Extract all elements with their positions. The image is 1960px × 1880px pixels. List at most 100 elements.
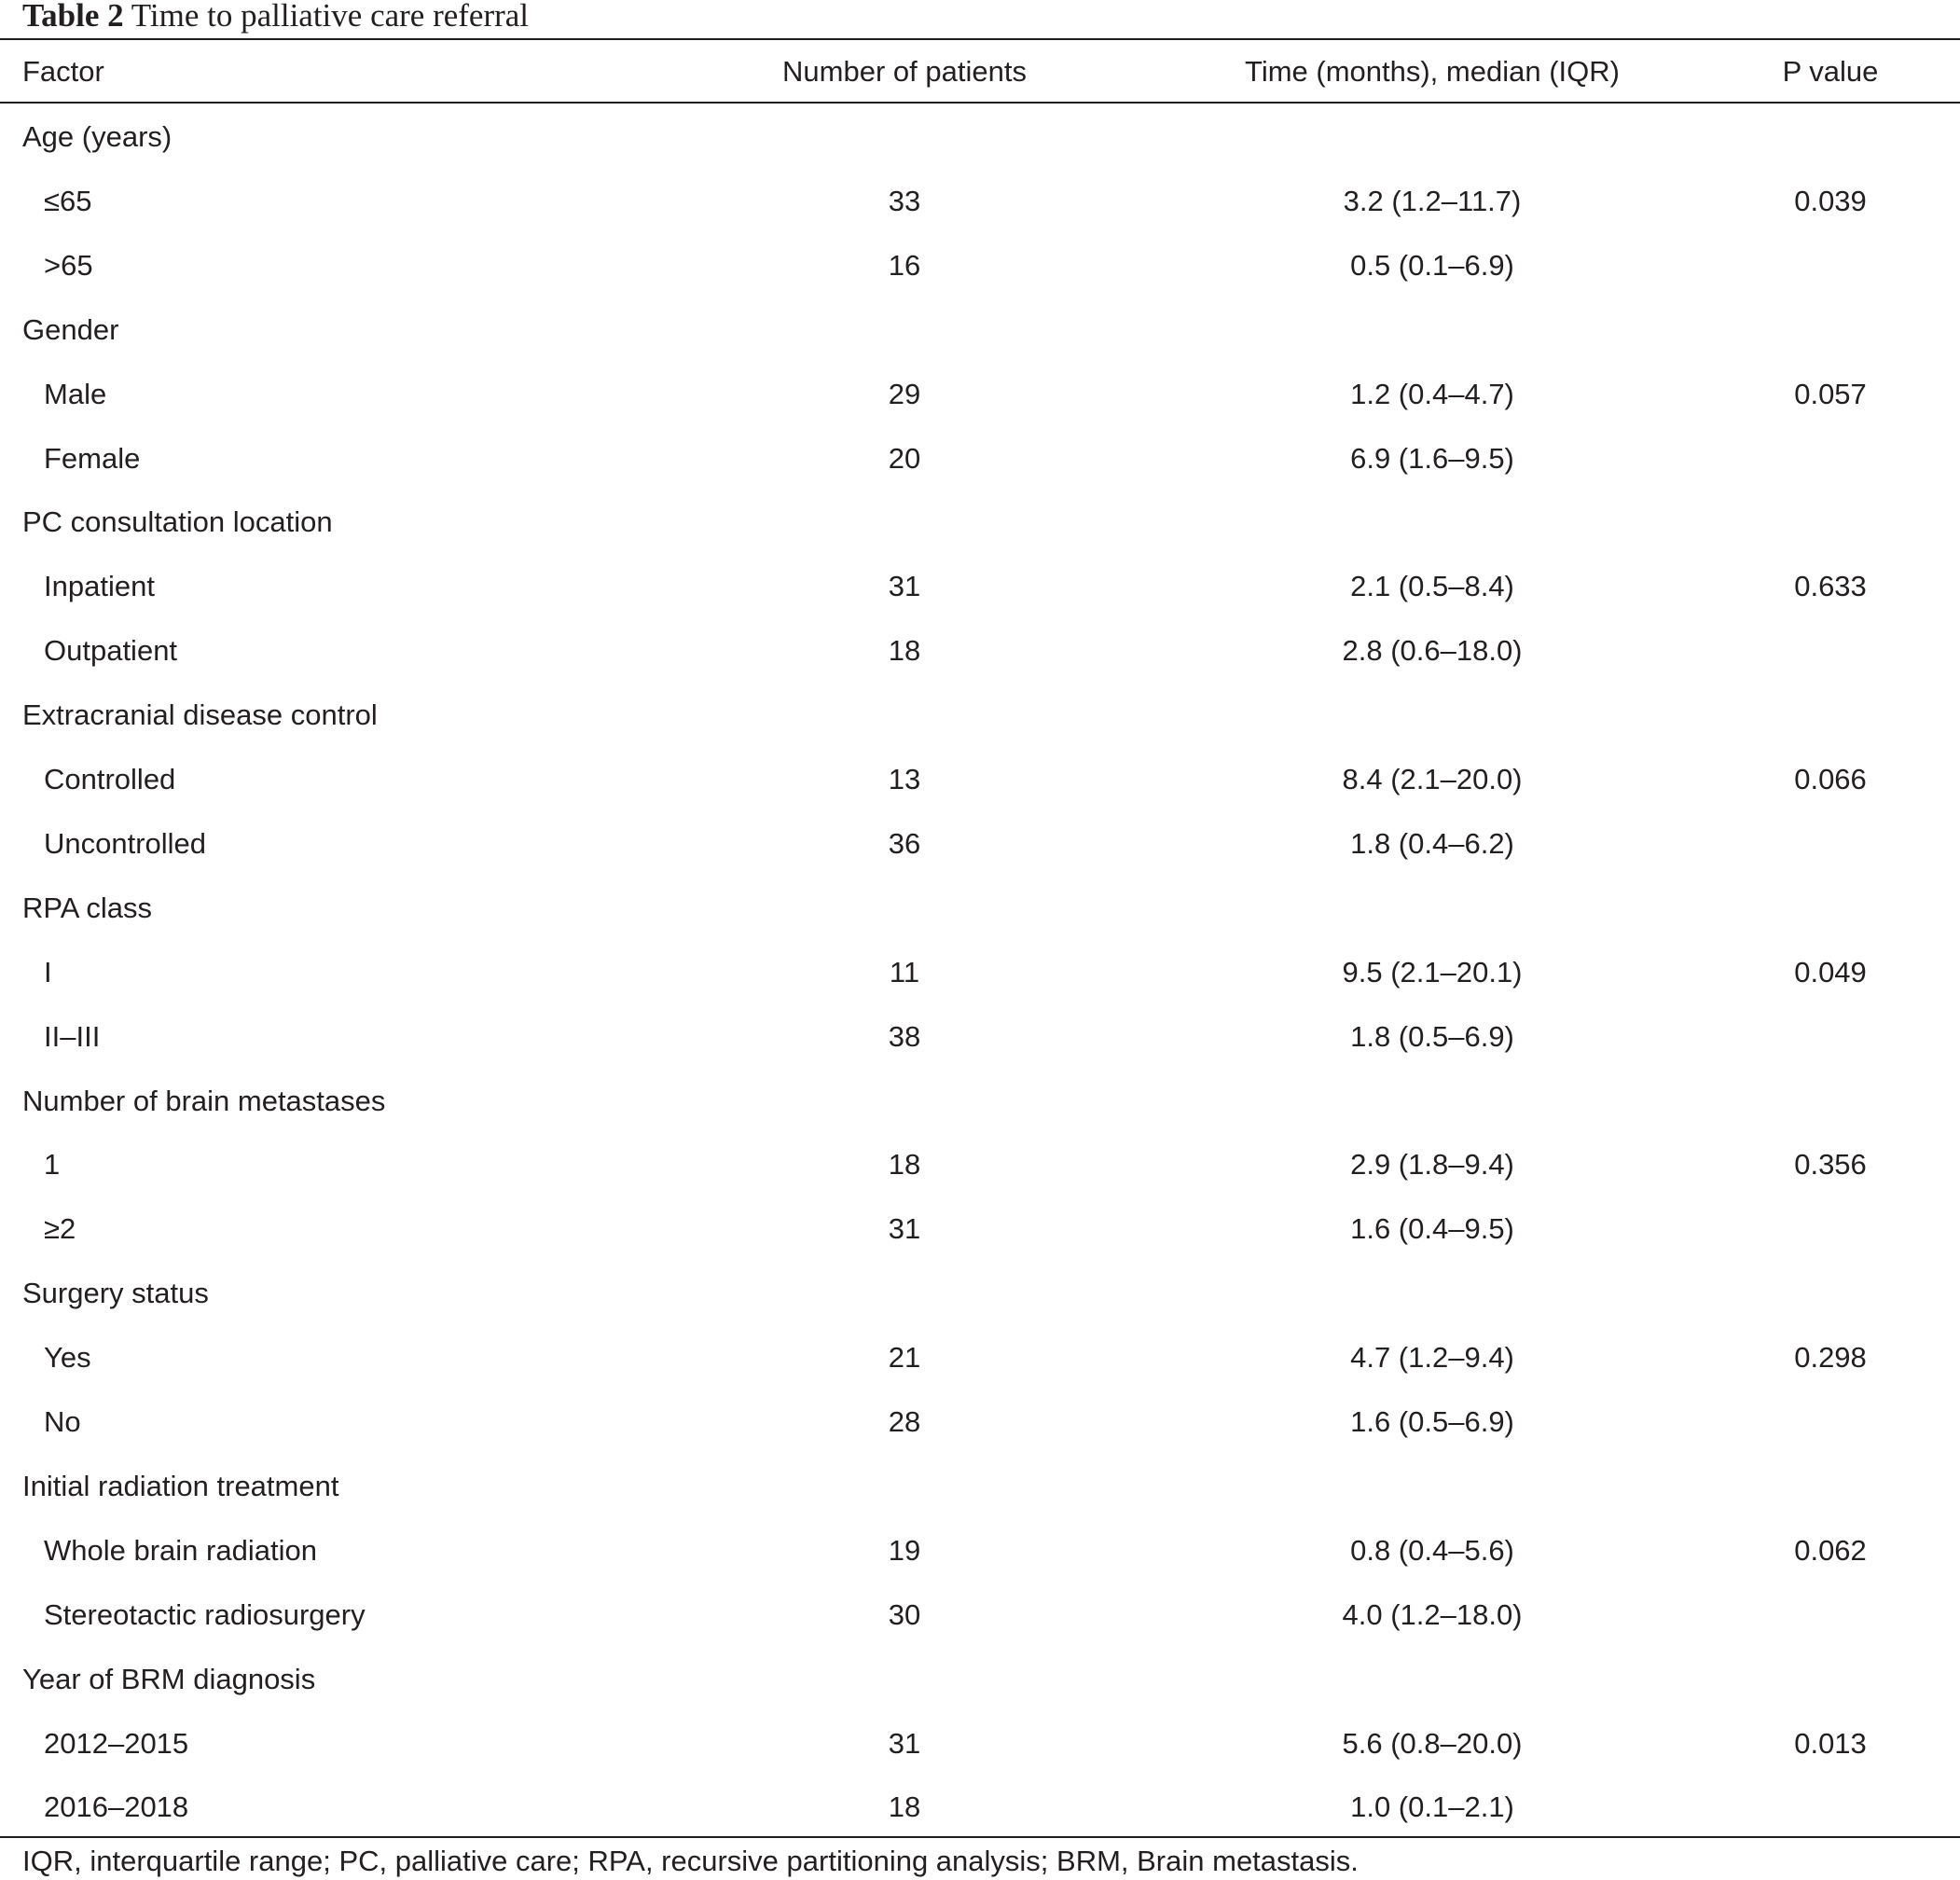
cell-number-of-patients: 28: [888, 1405, 921, 1438]
cell-factor: ≤65: [44, 184, 92, 217]
cell-number-of-patients: 31: [888, 570, 921, 603]
cell-p-value: 0.013: [1794, 1726, 1867, 1760]
table-row: 2012–2015 31 5.6 (0.8–20.0) 0.013: [0, 1711, 1960, 1776]
cell-factor: Gender: [22, 312, 119, 346]
cell-p-value: 0.049: [1794, 955, 1867, 988]
cell-factor: PC consultation location: [22, 505, 333, 539]
cell-number-of-patients: 20: [888, 441, 921, 475]
cell-number-of-patients: 38: [888, 1019, 921, 1053]
cell-factor: 2012–2015: [44, 1726, 189, 1760]
table-caption: Table 2 Time to palliative care referral: [22, 0, 529, 37]
cell-factor: No: [44, 1405, 81, 1438]
table-row: 1 18 2.9 (1.8–9.4) 0.356: [0, 1132, 1960, 1196]
cell-time: 2.8 (0.6–18.0): [1342, 634, 1523, 668]
cell-factor: ≥2: [44, 1212, 76, 1246]
cell-factor: Whole brain radiation: [44, 1533, 317, 1567]
cell-number-of-patients: 18: [888, 634, 921, 668]
cell-time: 8.4 (2.1–20.0): [1342, 763, 1523, 795]
cell-time: 4.0 (1.2–18.0): [1342, 1597, 1523, 1631]
cell-factor: Number of brain metastases: [22, 1084, 386, 1117]
cell-time: 1.8 (0.5–6.9): [1350, 1019, 1514, 1053]
cell-factor: II–III: [44, 1019, 101, 1053]
cell-factor: Age (years): [22, 120, 173, 153]
cell-number-of-patients: 33: [888, 184, 921, 217]
cell-number-of-patients: 30: [888, 1597, 921, 1631]
cell-factor: Initial radiation treatment: [22, 1469, 339, 1502]
cell-time: 1.0 (0.1–2.1): [1350, 1790, 1514, 1824]
table-row: 2016–2018 18 1.0 (0.1–2.1): [0, 1775, 1960, 1839]
cell-time: 1.8 (0.4–6.2): [1350, 826, 1514, 860]
cell-number-of-patients: 31: [888, 1726, 921, 1760]
cell-time: 0.5 (0.1–6.9): [1350, 248, 1514, 282]
table-row: Inpatient 31 2.1 (0.5–8.4) 0.633: [0, 554, 1960, 618]
table-header: Factor Number of patients Time (months),…: [0, 48, 1960, 95]
table-group-row: Initial radiation treatment: [0, 1454, 1960, 1518]
cell-factor: Inpatient: [44, 570, 155, 603]
table-group-row: Extracranial disease control: [0, 683, 1960, 747]
cell-p-value: 0.633: [1794, 570, 1867, 603]
table-title: Time to palliative care referral: [131, 0, 530, 34]
cell-number-of-patients: 16: [888, 248, 921, 282]
table-row: Female 20 6.9 (1.6–9.5): [0, 426, 1960, 491]
cell-number-of-patients: 11: [889, 955, 920, 988]
cell-number-of-patients: 36: [888, 826, 921, 860]
table-group-row: RPA class: [0, 876, 1960, 940]
top-rule: [0, 38, 1960, 40]
header-number-of-patients: Number of patients: [782, 55, 1027, 88]
cell-time: 0.8 (0.4–5.6): [1350, 1533, 1514, 1567]
header-p-value: P value: [1782, 55, 1879, 88]
table-group-row: Age (years): [0, 104, 1960, 169]
table-group-row: PC consultation location: [0, 490, 1960, 554]
cell-p-value: 0.062: [1794, 1533, 1867, 1567]
cell-p-value: 0.298: [1794, 1341, 1867, 1375]
cell-factor: I: [44, 955, 52, 988]
table-row: Whole brain radiation 19 0.8 (0.4–5.6) 0.06…: [0, 1518, 1960, 1583]
cell-factor: Extracranial disease control: [22, 698, 378, 732]
header-factor: Factor: [22, 55, 104, 88]
table-number: Table 2: [22, 0, 124, 34]
table-row: ≤65 33 3.2 (1.2–11.7) 0.039: [0, 169, 1960, 233]
cell-factor: Outpatient: [44, 634, 178, 668]
cell-time: 4.7 (1.2–9.4): [1350, 1341, 1514, 1375]
cell-time: 5.6 (0.8–20.0): [1342, 1726, 1523, 1760]
table-row: Yes 21 4.7 (1.2–9.4) 0.298: [0, 1325, 1960, 1389]
cell-factor: Male: [44, 377, 107, 410]
cell-number-of-patients: 18: [888, 1790, 921, 1824]
table-row: Controlled 13 8.4 (2.1–20.0) 0.066: [0, 747, 1960, 811]
table-row: Stereotactic radiosurgery 30 4.0 (1.2–18.0…: [0, 1583, 1960, 1647]
table-row: I 11 9.5 (2.1–20.1) 0.049: [0, 940, 1960, 1004]
cell-number-of-patients: 13: [888, 763, 921, 795]
cell-number-of-patients: 31: [888, 1212, 921, 1246]
cell-number-of-patients: 18: [888, 1148, 921, 1182]
cell-time: 2.1 (0.5–8.4): [1350, 570, 1514, 603]
table-group-row: Year of BRM diagnosis: [0, 1647, 1960, 1711]
cell-time: 2.9 (1.8–9.4): [1350, 1148, 1514, 1182]
cell-time: 3.2 (1.2–11.7): [1343, 184, 1522, 217]
cell-p-value: 0.039: [1794, 184, 1867, 217]
cell-factor: Uncontrolled: [44, 826, 207, 860]
table-group-row: Gender: [0, 297, 1960, 362]
bottom-rule: [0, 1836, 1960, 1838]
cell-factor: Year of BRM diagnosis: [22, 1662, 316, 1695]
cell-factor: 2016–2018: [44, 1790, 189, 1824]
cell-time: 1.6 (0.4–9.5): [1350, 1212, 1514, 1246]
table-row: Uncontrolled 36 1.8 (0.4–6.2): [0, 811, 1960, 876]
cell-factor: Surgery status: [22, 1277, 209, 1310]
table-group-row: Number of brain metastases: [0, 1069, 1960, 1133]
table-row: Outpatient 18 2.8 (0.6–18.0): [0, 618, 1960, 683]
cell-factor: Female: [44, 441, 141, 475]
cell-time: 1.6 (0.5–6.9): [1350, 1405, 1514, 1438]
table-row: No 28 1.6 (0.5–6.9): [0, 1389, 1960, 1454]
table-group-row: Surgery status: [0, 1261, 1960, 1325]
cell-p-value: 0.057: [1794, 377, 1867, 410]
cell-factor: >65: [44, 248, 93, 282]
cell-factor: Controlled: [44, 763, 176, 795]
cell-number-of-patients: 29: [888, 377, 921, 410]
table-footnote: IQR, interquartile range; PC, palliative…: [22, 1845, 1359, 1877]
cell-p-value: 0.066: [1794, 763, 1867, 795]
cell-number-of-patients: 19: [888, 1533, 921, 1567]
header-rule: [0, 102, 1960, 104]
cell-time: 1.2 (0.4–4.7): [1350, 377, 1514, 410]
header-time: Time (months), median (IQR): [1245, 55, 1620, 88]
cell-factor: RPA class: [22, 891, 152, 924]
